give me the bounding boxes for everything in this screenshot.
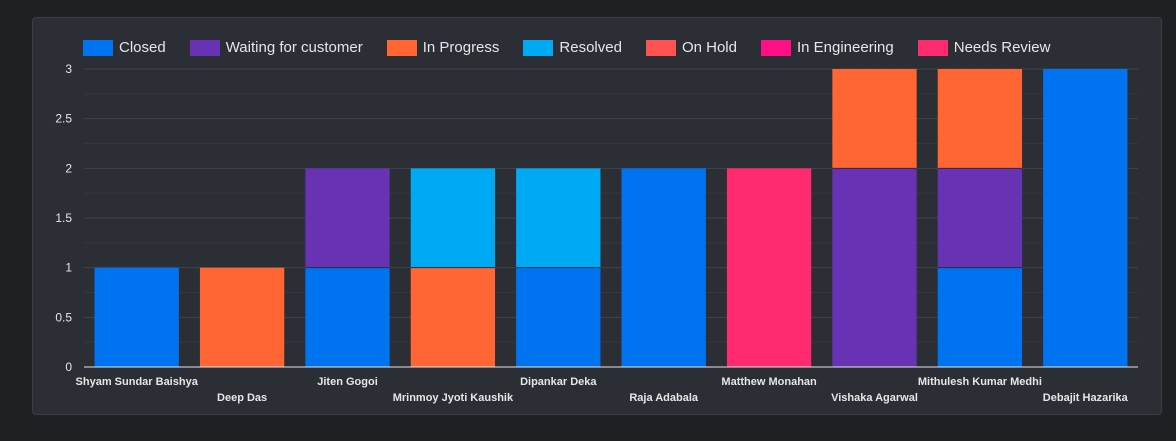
legend-swatch [645,40,676,56]
bar-segment[interactable] [94,267,179,367]
x-tick-label: Dipankar Deka [520,376,597,388]
x-tick-label: Debajit Hazarika [1043,392,1129,404]
y-tick-label: 2 [65,161,72,175]
x-tick-label: Vishaka Agarwal [831,392,918,404]
legend-swatch [917,40,948,56]
bar-segment[interactable] [937,69,1023,169]
bar-segment[interactable] [410,267,496,367]
x-tick-label: Mithulesh Kumar Medhi [918,376,1042,388]
legend-swatch [189,40,220,56]
bar-segment[interactable] [305,267,390,367]
legend-swatch [523,40,554,56]
bar-segment[interactable] [621,168,706,367]
legend-item[interactable]: Closed [83,40,166,56]
legend-item[interactable]: Resolved [523,40,622,56]
x-tick-label: Raja Adabala [629,392,699,404]
legend-swatch [386,40,417,56]
bar-segment[interactable] [410,168,496,268]
x-tick-label: Mrinmoy Jyoti Kaushik [393,392,514,404]
legend-label: Resolved [559,39,622,56]
x-tick-label: Deep Das [217,392,267,404]
bar-segment[interactable] [199,267,285,367]
y-tick-label: 1.5 [55,211,72,225]
legend-item[interactable]: On Hold [645,39,737,56]
y-tick-label: 1 [65,261,72,275]
y-tick-label: 3 [65,62,72,76]
bar-segment[interactable] [937,267,1023,367]
legend-label: Needs Review [953,39,1051,56]
legend-label: Waiting for customer [225,39,363,56]
bar-segment[interactable] [305,168,390,268]
legend-label: In Progress [422,39,500,56]
legend-item[interactable]: Waiting for customer [189,39,363,56]
bar-segment[interactable] [726,168,812,367]
bar-segment[interactable] [1043,69,1128,367]
y-tick-label: 0.5 [55,310,72,324]
legend-label: Closed [119,39,166,56]
bar-segment[interactable] [516,267,601,367]
bars [94,69,1128,367]
legend-swatch [83,40,113,56]
bar-segment[interactable] [832,168,917,367]
legend-label: In Engineering [796,39,894,56]
legend: Closed Waiting for customer In Progress Res… [83,38,1074,58]
y-axis-ticks: 0 0.5 1 1.5 2 2.5 3 [55,62,72,374]
legend-swatch [760,40,791,56]
x-axis-labels: Shyam Sundar Baishya Deep Das Jiten Gogoi M… [76,376,1129,404]
legend-item[interactable]: In Engineering [760,39,894,56]
x-tick-label: Matthew Monahan [721,376,817,388]
bar-segment[interactable] [516,168,601,268]
bar-segment[interactable] [832,69,917,169]
y-tick-label: 2.5 [55,112,72,126]
x-tick-label: Shyam Sundar Baishya [76,376,199,388]
legend-item[interactable]: In Progress [386,39,500,56]
legend-item[interactable]: Needs Review [917,39,1051,56]
legend-label: On Hold [681,39,737,56]
x-tick-label: Jiten Gogoi [317,376,378,388]
y-tick-label: 0 [65,360,72,374]
bar-segment[interactable] [937,168,1023,268]
